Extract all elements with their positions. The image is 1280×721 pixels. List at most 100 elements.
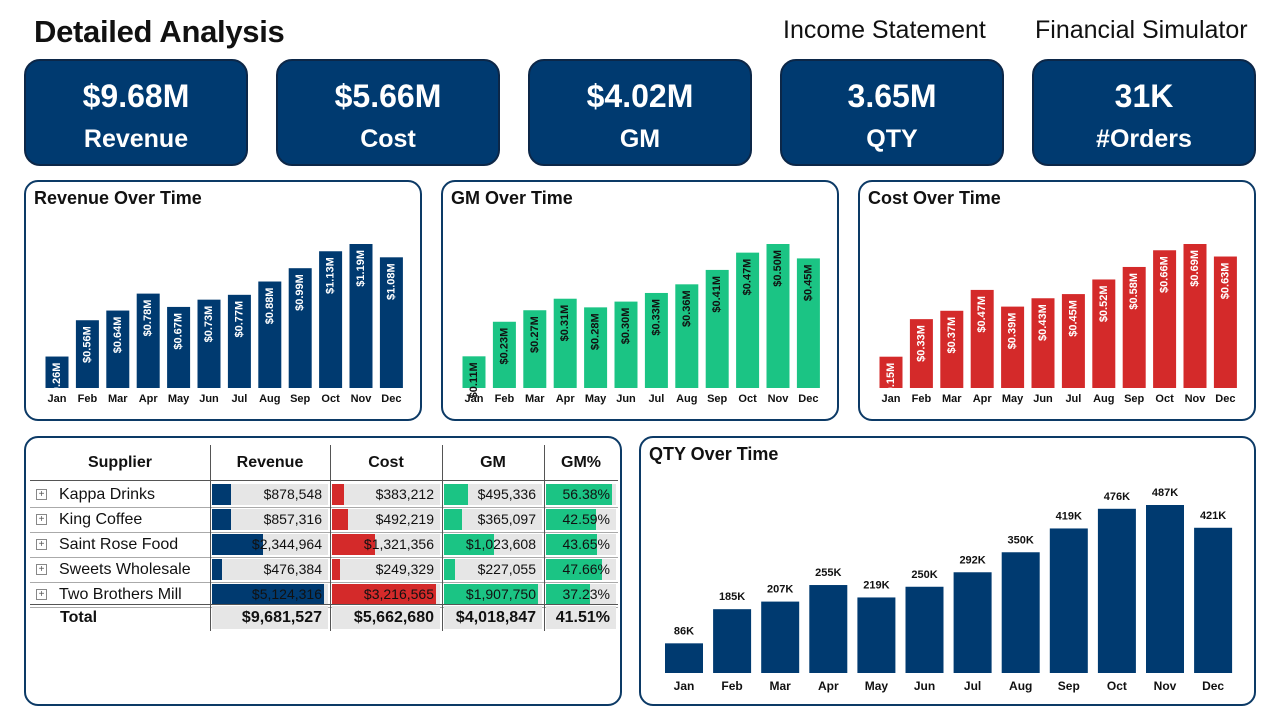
kpi-label: Revenue bbox=[83, 125, 189, 153]
data-label: $0.58M bbox=[1128, 273, 1140, 310]
bar-may bbox=[167, 306, 191, 388]
data-label: $0.31M bbox=[559, 305, 571, 342]
col-cost[interactable]: Cost bbox=[368, 453, 404, 471]
data-label: $0.36M bbox=[681, 290, 693, 327]
row-divider bbox=[30, 507, 618, 508]
data-label: 219K bbox=[863, 579, 889, 591]
supplier-cell: + Two Brothers Mill bbox=[36, 582, 182, 607]
expand-icon[interactable]: + bbox=[36, 489, 47, 500]
x-tick-label: Jan bbox=[882, 393, 901, 405]
data-bar bbox=[444, 509, 462, 530]
bar-apr bbox=[136, 293, 160, 388]
bar-jul bbox=[953, 572, 992, 673]
x-tick-label: Jun bbox=[914, 679, 935, 693]
bar-apr bbox=[809, 585, 848, 673]
bar-mar bbox=[523, 310, 547, 388]
expand-icon[interactable]: + bbox=[36, 539, 47, 550]
data-bar bbox=[546, 509, 596, 530]
data-bar bbox=[212, 509, 231, 530]
supplier-table: Supplier Revenue Cost GM GM% + Kappa Drin… bbox=[30, 445, 618, 631]
data-label: $0.99M bbox=[294, 274, 306, 311]
expand-icon[interactable]: + bbox=[36, 589, 47, 600]
data-bar bbox=[444, 559, 455, 580]
bar-jul bbox=[1061, 294, 1085, 388]
x-tick-label: May bbox=[1002, 393, 1024, 405]
supplier-name: Kappa Drinks bbox=[59, 486, 156, 503]
cell-value: 56.38% bbox=[562, 486, 610, 502]
data-label: $0.50M bbox=[772, 250, 784, 287]
col-gm-percent[interactable]: GM% bbox=[561, 453, 601, 471]
cost-cell: $3,216,565 bbox=[332, 584, 440, 605]
data-bar bbox=[444, 484, 468, 505]
cell-value: $1,023,608 bbox=[465, 536, 536, 552]
gm-percent-cell: 42.59% bbox=[546, 509, 616, 530]
gm-cell: $1,023,608 bbox=[444, 534, 542, 555]
data-label: 255K bbox=[815, 567, 841, 579]
table-row: + Saint Rose Food $2,344,964 $1,321,356 $1,0… bbox=[30, 532, 618, 557]
expand-icon[interactable]: + bbox=[36, 564, 47, 575]
x-tick-label: Apr bbox=[556, 393, 576, 405]
col-gm[interactable]: GM bbox=[480, 453, 506, 471]
header-divider bbox=[30, 480, 618, 481]
data-label: $0.63M bbox=[1219, 263, 1231, 300]
data-bar bbox=[332, 484, 344, 505]
data-label: 86K bbox=[674, 625, 694, 637]
nav-income-statement[interactable]: Income Statement bbox=[783, 16, 986, 44]
x-tick-label: Feb bbox=[912, 393, 932, 405]
expand-icon[interactable]: + bbox=[36, 514, 47, 525]
bar-sep bbox=[1049, 528, 1088, 673]
bar-apr bbox=[970, 289, 994, 388]
data-bar bbox=[546, 584, 590, 605]
cell-value: $3,216,565 bbox=[363, 586, 434, 602]
data-label: $0.30M bbox=[620, 308, 632, 345]
data-label: $0.88M bbox=[264, 288, 276, 325]
cost-cell: $1,321,356 bbox=[332, 534, 440, 555]
data-label: $0.33M bbox=[650, 299, 662, 336]
chart-title: Cost Over Time bbox=[868, 188, 1001, 208]
col-revenue[interactable]: Revenue bbox=[236, 453, 304, 471]
x-tick-label: Sep bbox=[1058, 679, 1080, 693]
x-tick-label: Dec bbox=[1202, 679, 1224, 693]
kpi-value: $4.02M bbox=[586, 78, 694, 114]
bar-dec bbox=[796, 258, 820, 388]
bar-nov bbox=[1146, 505, 1184, 673]
cell-value: $249,329 bbox=[375, 561, 434, 577]
col-supplier[interactable]: Supplier bbox=[87, 453, 152, 471]
bar-sep bbox=[288, 268, 312, 388]
cell-value: $383,212 bbox=[375, 486, 434, 502]
x-tick-label: Aug bbox=[676, 393, 697, 405]
cell-value: 42.59% bbox=[562, 511, 610, 527]
kpi-value: $9.68M bbox=[82, 78, 190, 114]
revenue-cell: $5,124,316 bbox=[212, 584, 328, 605]
cell-value: 37.23% bbox=[562, 586, 610, 602]
data-label: $0.47M bbox=[742, 259, 754, 296]
page-title: Detailed Analysis bbox=[34, 14, 285, 49]
data-label: 421K bbox=[1200, 510, 1226, 522]
data-bar bbox=[332, 559, 340, 580]
supplier-name: King Coffee bbox=[59, 511, 143, 528]
revenue-over-time-card: Revenue Over Time $0.26M Jan $0.56M Feb $0.6… bbox=[24, 180, 422, 421]
nav-financial-simulator[interactable]: Financial Simulator bbox=[1035, 16, 1248, 44]
data-label: 292K bbox=[959, 554, 985, 566]
row-divider bbox=[30, 532, 618, 533]
x-tick-label: Nov bbox=[768, 393, 790, 405]
x-tick-label: Jul bbox=[964, 679, 981, 693]
cell-value: $495,336 bbox=[477, 486, 536, 502]
data-label: $0.64M bbox=[112, 317, 124, 354]
data-label: $0.27M bbox=[529, 316, 541, 353]
chart-title: GM Over Time bbox=[451, 188, 573, 208]
x-tick-label: May bbox=[168, 393, 190, 405]
x-tick-label: Mar bbox=[942, 393, 962, 405]
bar-jan bbox=[45, 356, 69, 388]
cell-value: $5,124,316 bbox=[251, 586, 322, 602]
x-tick-label: Jul bbox=[1065, 393, 1081, 405]
col-divider bbox=[442, 445, 443, 631]
data-label: 476K bbox=[1104, 491, 1130, 503]
bar-may bbox=[857, 597, 896, 673]
col-divider bbox=[544, 445, 545, 631]
bar-jul bbox=[644, 292, 668, 388]
bar-jan bbox=[462, 356, 486, 388]
data-label: 419K bbox=[1056, 510, 1082, 522]
x-tick-label: Sep bbox=[290, 393, 310, 405]
